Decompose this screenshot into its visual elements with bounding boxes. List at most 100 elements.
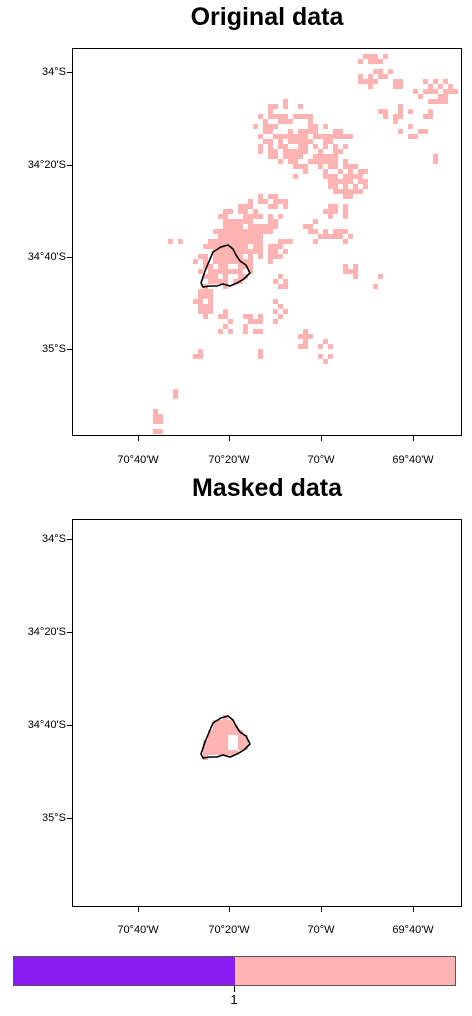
raster-cell bbox=[208, 745, 213, 750]
raster-cell bbox=[203, 745, 208, 750]
raster-cell bbox=[228, 219, 233, 224]
raster-cell bbox=[323, 139, 328, 144]
raster-cell bbox=[318, 234, 323, 239]
raster-cell bbox=[348, 174, 353, 179]
raster-cell bbox=[203, 244, 208, 249]
raster-cell bbox=[368, 84, 373, 89]
raster-cell bbox=[268, 194, 273, 199]
raster-cell bbox=[218, 745, 223, 750]
raster-cell bbox=[343, 194, 348, 199]
raster-cell bbox=[213, 244, 218, 249]
lat-label-35s: 35°S bbox=[42, 812, 66, 824]
raster-cell bbox=[223, 234, 228, 239]
raster-cell bbox=[223, 730, 228, 735]
raster-cell bbox=[348, 164, 353, 169]
raster-cell bbox=[338, 229, 343, 234]
raster-cell bbox=[248, 259, 253, 264]
raster-cell bbox=[358, 179, 363, 184]
raster-cell bbox=[208, 289, 213, 294]
raster-cell bbox=[328, 154, 333, 159]
raster-cell bbox=[348, 269, 353, 274]
raster-cell bbox=[313, 219, 318, 224]
raster-cell bbox=[233, 750, 238, 755]
raster-cell bbox=[218, 239, 223, 244]
raster-cell bbox=[328, 354, 333, 359]
raster-cell bbox=[388, 69, 393, 74]
raster-cell bbox=[288, 129, 293, 134]
raster-cell bbox=[243, 740, 248, 745]
raster-cell bbox=[213, 725, 218, 730]
raster-cell bbox=[208, 294, 213, 299]
raster-cell bbox=[398, 114, 403, 119]
raster-cell bbox=[443, 79, 448, 84]
raster-cell bbox=[303, 114, 308, 119]
lon-label-70-20w: 70°20'W bbox=[208, 454, 250, 466]
raster-cell bbox=[298, 139, 303, 144]
raster-cell bbox=[238, 244, 243, 249]
lon-label-70w: 70°W bbox=[307, 454, 335, 466]
raster-cell bbox=[198, 354, 203, 359]
raster-cell bbox=[348, 194, 353, 199]
raster-cell bbox=[333, 159, 338, 164]
raster-cell bbox=[268, 129, 273, 134]
raster-cell bbox=[323, 154, 328, 159]
raster-cell bbox=[308, 229, 313, 234]
raster-cell bbox=[208, 264, 213, 269]
raster-cell bbox=[228, 249, 233, 254]
raster-cell bbox=[343, 264, 348, 269]
raster-cell bbox=[218, 735, 223, 740]
raster-cell bbox=[273, 194, 278, 199]
raster-cell bbox=[308, 129, 313, 134]
raster-cell bbox=[328, 179, 333, 184]
raster-cell bbox=[268, 219, 273, 224]
raster-cell bbox=[288, 139, 293, 144]
raster-cell bbox=[263, 129, 268, 134]
raster-cell bbox=[433, 154, 438, 159]
raster-cell bbox=[268, 139, 273, 144]
lon-label-70-40w: 70°40'W bbox=[117, 924, 159, 936]
raster-cell bbox=[243, 244, 248, 249]
raster-cell bbox=[208, 239, 213, 244]
raster-cell bbox=[243, 314, 248, 319]
raster-cell bbox=[253, 214, 258, 219]
colorbar-segment-low bbox=[14, 957, 235, 985]
raster-cell bbox=[223, 735, 228, 740]
raster-cell bbox=[288, 159, 293, 164]
raster-cell bbox=[273, 149, 278, 154]
raster-cell bbox=[238, 269, 243, 274]
raster-cell bbox=[438, 99, 443, 104]
raster-cell bbox=[258, 194, 263, 199]
raster-cell bbox=[293, 149, 298, 154]
raster-cell bbox=[213, 274, 218, 279]
colorbar-tick bbox=[234, 986, 235, 992]
raster-cell bbox=[278, 144, 283, 149]
raster-cell bbox=[268, 144, 273, 149]
raster-cell bbox=[358, 169, 363, 174]
raster-cell bbox=[233, 224, 238, 229]
raster-cell bbox=[298, 334, 303, 339]
raster-cell bbox=[208, 274, 213, 279]
raster-cell bbox=[248, 254, 253, 259]
raster-cell bbox=[323, 144, 328, 149]
raster-cell bbox=[228, 254, 233, 259]
raster-cell bbox=[198, 349, 203, 354]
raster-cell bbox=[328, 204, 333, 209]
raster-cell bbox=[223, 209, 228, 214]
raster-cell bbox=[238, 740, 243, 745]
raster-cell bbox=[378, 74, 383, 79]
raster-cell bbox=[358, 79, 363, 84]
raster-cell bbox=[268, 154, 273, 159]
raster-cell bbox=[158, 414, 163, 419]
lat-label-34-40s: 34°40'S bbox=[27, 719, 66, 731]
raster-cell bbox=[273, 199, 278, 204]
raster-cell bbox=[263, 124, 268, 129]
raster-cell bbox=[343, 204, 348, 209]
raster-cell bbox=[228, 259, 233, 264]
raster-cell bbox=[198, 299, 203, 304]
raster-cell bbox=[198, 304, 203, 309]
raster-cell bbox=[198, 269, 203, 274]
raster-cell bbox=[233, 234, 238, 239]
raster-cell bbox=[248, 239, 253, 244]
raster-cell bbox=[243, 239, 248, 244]
raster-cell bbox=[433, 79, 438, 84]
